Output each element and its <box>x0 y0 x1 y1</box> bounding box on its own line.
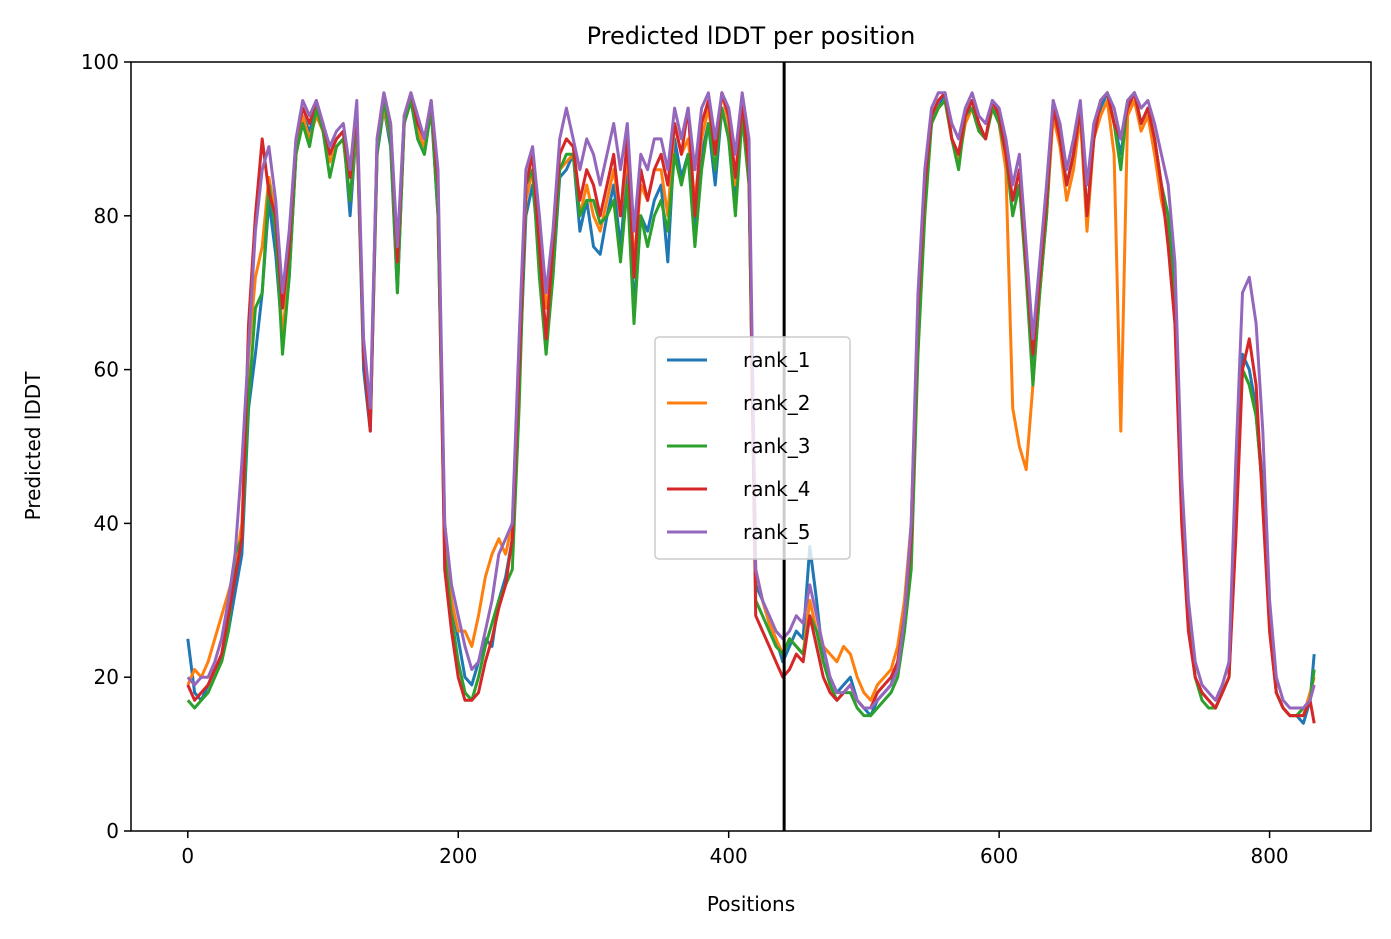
y-tick-label: 0 <box>106 819 119 843</box>
legend-label: rank_1 <box>743 348 810 372</box>
chart-title: Predicted lDDT per position <box>587 22 916 50</box>
y-tick-label: 80 <box>94 204 119 228</box>
legend-label: rank_3 <box>743 434 810 458</box>
legend: rank_1 rank_2 rank_3 rank_4 rank_5 <box>654 336 851 560</box>
legend-label: rank_2 <box>743 391 810 415</box>
legend-label: rank_4 <box>743 477 810 501</box>
y-tick-label: 40 <box>94 511 119 535</box>
legend-box <box>654 336 851 560</box>
x-tick-label: 0 <box>181 844 194 868</box>
plot-frame <box>130 61 1372 832</box>
x-tick-label: 600 <box>980 844 1018 868</box>
y-tick-label: 100 <box>81 50 119 74</box>
y-axis-ticks: 0 20 40 60 80 100 <box>81 50 131 843</box>
x-axis-label: Positions <box>707 892 795 916</box>
legend-label: rank_5 <box>743 520 810 544</box>
x-tick-label: 800 <box>1250 844 1288 868</box>
x-axis-ticks: 0 200 400 600 800 <box>181 831 1289 868</box>
x-tick-label: 400 <box>710 844 748 868</box>
y-tick-label: 20 <box>94 665 119 689</box>
y-tick-label: 60 <box>94 358 119 382</box>
x-tick-label: 200 <box>439 844 477 868</box>
y-axis-label: Predicted lDDT <box>21 371 45 521</box>
